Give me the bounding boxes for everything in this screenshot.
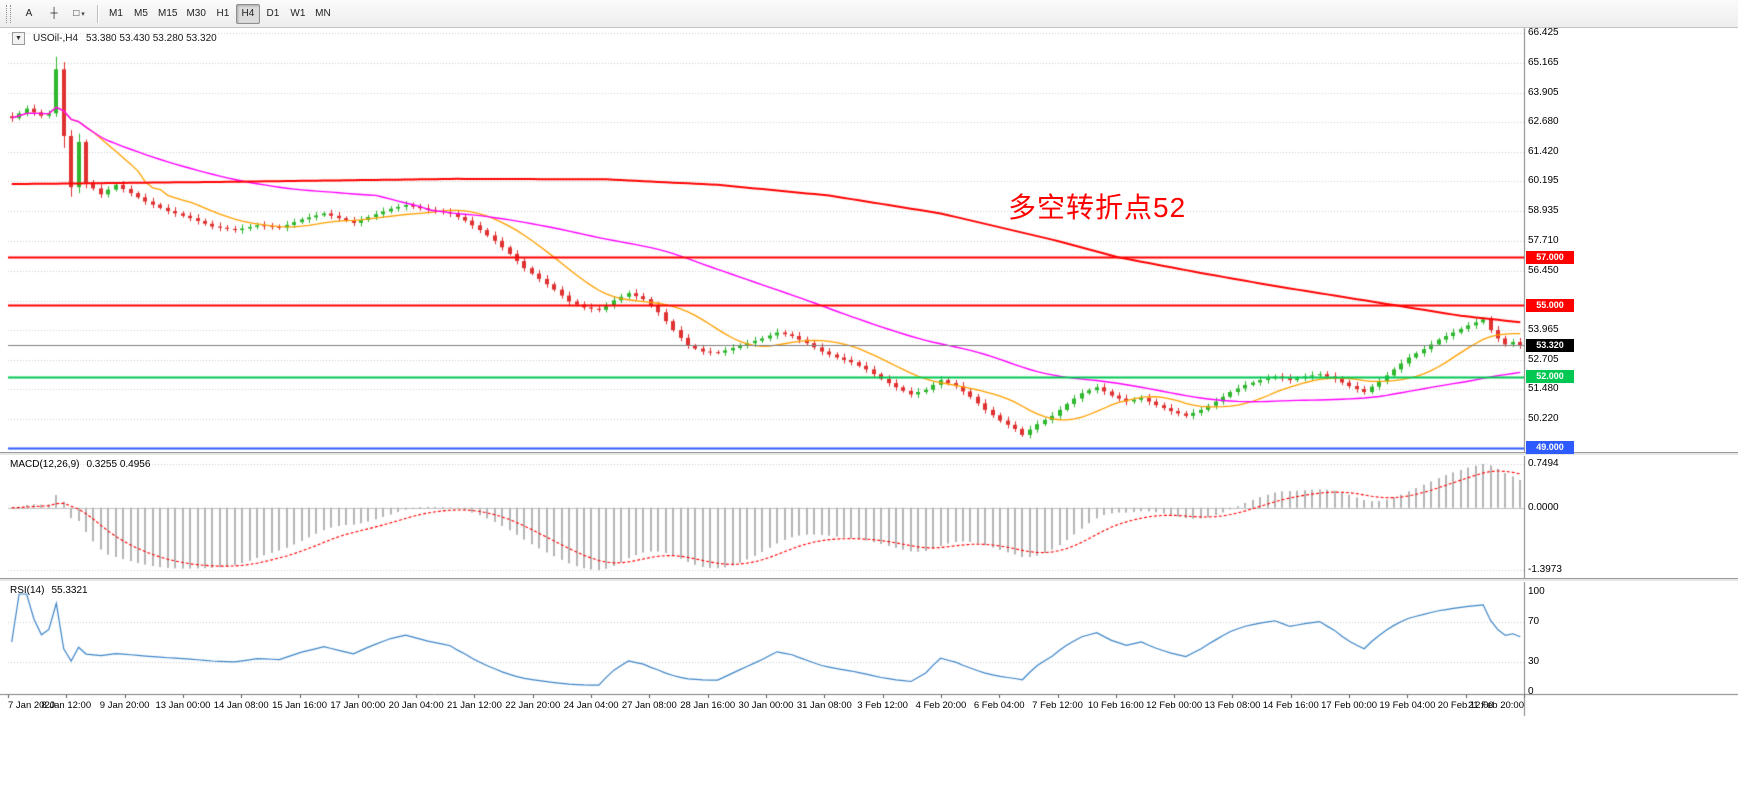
price-axis-label: 62.680 bbox=[1528, 116, 1559, 128]
price-axis-label: 53.965 bbox=[1528, 323, 1559, 335]
time-axis-label: 22 Jan 20:00 bbox=[505, 700, 561, 711]
tool-shapes-tool[interactable]: □ ▾ bbox=[73, 8, 85, 19]
timeframe-m5[interactable]: M5 bbox=[134, 8, 148, 19]
price-axis-label: 58.935 bbox=[1528, 205, 1559, 217]
rsi-panel-label: RSI(14) 55.3321 bbox=[10, 585, 88, 596]
price-badge-57.000: 57.000 bbox=[1526, 250, 1574, 264]
price-axis-label: 60.195 bbox=[1528, 175, 1559, 187]
time-axis-label: 9 Jan 20:00 bbox=[99, 700, 150, 711]
time-axis-label: 21 Feb 20:00 bbox=[1468, 700, 1524, 711]
chart-ohlc-values: 53.380 53.430 53.280 53.320 bbox=[86, 33, 217, 44]
chart-title: ▼ USOil-,H4 53.380 53.430 53.280 53.320 bbox=[12, 32, 217, 45]
time-axis-label: 6 Feb 04:00 bbox=[973, 700, 1025, 711]
tool-crosshair-tool[interactable]: ┼ bbox=[50, 8, 58, 19]
rsi-axis-label: 100 bbox=[1528, 586, 1545, 597]
time-axis-label: 3 Feb 12:00 bbox=[857, 700, 908, 711]
macd-name: MACD(12,26,9) bbox=[10, 459, 80, 470]
time-axis-label: 13 Jan 00:00 bbox=[155, 700, 211, 711]
rsi-axis-label: 30 bbox=[1528, 656, 1540, 667]
time-axis-label: 20 Jan 04:00 bbox=[388, 700, 444, 711]
time-axis-label: 8 Jan 12:00 bbox=[41, 700, 92, 711]
timeframe-w1[interactable]: W1 bbox=[290, 8, 306, 19]
chart-symbol-timeframe: USOil-,H4 bbox=[33, 33, 79, 44]
chart-annotation: 多空转折点52 bbox=[1008, 192, 1187, 223]
macd-panel-label: MACD(12,26,9) 0.3255 0.4956 bbox=[10, 459, 150, 470]
time-axis-label: 7 Jan 2020 bbox=[8, 700, 56, 711]
price-axis-label: 63.905 bbox=[1528, 87, 1559, 99]
timeframe-buttons: M1 M5 M15 M30 H1 H4 D1 W1 MN bbox=[104, 3, 335, 24]
price-badge-55.000: 55.000 bbox=[1526, 298, 1574, 312]
time-axis-label: 10 Feb 16:00 bbox=[1087, 700, 1144, 711]
macd-axis-label: 0.7494 bbox=[1528, 458, 1559, 469]
price-axis-label: 61.420 bbox=[1528, 146, 1559, 158]
time-axis-label: 17 Jan 00:00 bbox=[330, 700, 386, 711]
collapse-chart-button[interactable]: ▼ bbox=[12, 32, 25, 45]
macd-axis-label: -1.3973 bbox=[1528, 564, 1562, 575]
time-axis-label: 21 Jan 12:00 bbox=[446, 700, 502, 711]
price-axis-label: 65.165 bbox=[1528, 57, 1559, 68]
price-badge-49.000: 49.000 bbox=[1526, 441, 1574, 455]
time-axis-label: 4 Feb 20:00 bbox=[915, 700, 967, 711]
tool-text-tool[interactable]: A bbox=[25, 8, 33, 19]
price-axis-label: 57.710 bbox=[1528, 234, 1559, 246]
toolbar: A ┼ □ ▾ M1 M5 M15 M30 H1 H4 D1 W1 MN bbox=[0, 0, 1738, 28]
time-axis-label: 19 Feb 04:00 bbox=[1379, 700, 1436, 711]
price-badge-52.000: 52.000 bbox=[1526, 370, 1574, 384]
price-axis-label: 50.220 bbox=[1528, 412, 1559, 424]
price-axis-label: 51.480 bbox=[1528, 382, 1559, 394]
rsi-axis-label: 70 bbox=[1528, 616, 1540, 627]
time-axis-label: 27 Jan 08:00 bbox=[621, 700, 677, 711]
dropdown-caret-icon: ▾ bbox=[81, 10, 85, 18]
time-axis-label: 15 Jan 16:00 bbox=[272, 700, 327, 711]
timeframe-d1[interactable]: D1 bbox=[266, 8, 280, 19]
tool-buttons: A ┼ □ ▾ bbox=[17, 4, 91, 24]
timeframe-m15[interactable]: M15 bbox=[158, 8, 178, 19]
time-axis-label: 28 Jan 16:00 bbox=[680, 700, 736, 711]
time-axis-label: 30 Jan 00:00 bbox=[738, 700, 794, 711]
time-axis-label: 7 Feb 12:00 bbox=[1032, 700, 1083, 711]
rsi-value: 55.3321 bbox=[51, 585, 88, 596]
price-axis-label: 66.425 bbox=[1528, 27, 1559, 38]
time-axis-label: 31 Jan 08:00 bbox=[796, 700, 852, 711]
current-price-badge: 53.320 bbox=[1526, 338, 1574, 352]
macd-axis-label: 0.0000 bbox=[1528, 501, 1559, 513]
time-axis-label: 24 Jan 04:00 bbox=[563, 700, 619, 711]
rsi-axis-label: 0 bbox=[1528, 686, 1534, 697]
timeframe-h4[interactable]: H4 bbox=[235, 3, 260, 24]
toolbar-grip-icon[interactable] bbox=[6, 4, 11, 23]
time-axis-label: 20 Feb 12:00 bbox=[1437, 700, 1494, 711]
timeframe-h1[interactable]: H1 bbox=[216, 8, 230, 19]
panel-separator-rsi[interactable] bbox=[0, 578, 1738, 582]
toolbar-separator bbox=[97, 4, 98, 23]
price-axis-label: 56.450 bbox=[1528, 264, 1559, 276]
macd-values: 0.3255 0.4956 bbox=[86, 459, 151, 470]
panel-separator-macd[interactable] bbox=[0, 452, 1738, 456]
time-axis-label: 17 Feb 00:00 bbox=[1321, 700, 1378, 711]
timeframe-m30[interactable]: M30 bbox=[186, 8, 206, 19]
time-axis-label: 14 Jan 08:00 bbox=[213, 700, 269, 711]
time-axis-label: 13 Feb 08:00 bbox=[1204, 700, 1261, 711]
timeframe-mn[interactable]: MN bbox=[315, 8, 331, 19]
price-axis-label: 52.705 bbox=[1528, 353, 1559, 365]
timeframe-m1[interactable]: M1 bbox=[109, 8, 123, 19]
rsi-name: RSI(14) bbox=[10, 585, 45, 596]
time-axis-label: 14 Feb 16:00 bbox=[1262, 700, 1319, 711]
time-axis-label: 12 Feb 00:00 bbox=[1146, 700, 1203, 711]
